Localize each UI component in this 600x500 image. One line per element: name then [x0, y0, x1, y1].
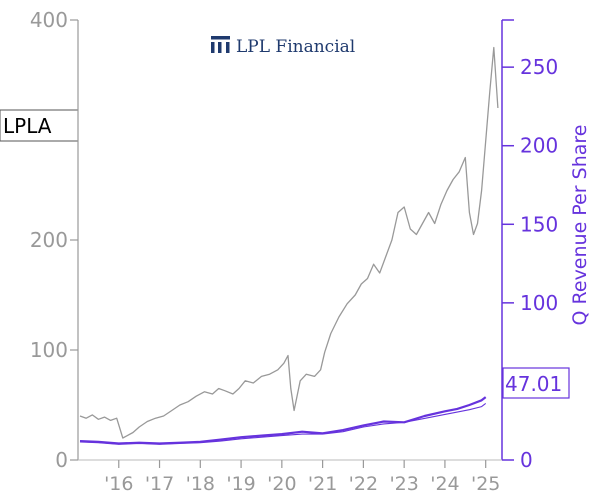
x-tick-label: '21 [308, 473, 337, 495]
series-line-1 [79, 396, 487, 445]
ticker-label: LPLA [3, 114, 52, 138]
right-tick-label: 200 [520, 134, 558, 158]
last-value-box: 47.01 [502, 367, 570, 399]
left-tick-label: 100 [30, 338, 68, 362]
x-tick-label: '19 [226, 473, 255, 495]
last-value-label: 47.01 [505, 372, 562, 396]
right-tick-label: 250 [520, 55, 558, 79]
x-tick-label: '23 [389, 473, 418, 495]
x-tick-label: '18 [186, 473, 215, 495]
logo-text: LPL Financial [236, 37, 355, 57]
series-layer [79, 46, 499, 445]
x-tick-label: '22 [349, 473, 378, 495]
right-tick-label: 100 [520, 291, 558, 315]
left-axis: 0 100 200 400 [30, 8, 79, 472]
x-tick-label: '17 [145, 473, 174, 495]
left-tick-label: 200 [30, 228, 68, 252]
logo: LPL Financial [211, 36, 355, 57]
x-tick-label: '25 [471, 473, 500, 495]
x-tick-label: '20 [267, 473, 296, 495]
left-tick-label: 400 [30, 8, 68, 32]
series-line-2 [79, 402, 487, 445]
right-tick-label: 150 [520, 212, 558, 236]
right-axis: 050100150200250 [501, 19, 558, 472]
x-axis: '16 '17 '18 '19 '20 '21 '22 '23 '24 '25 [78, 459, 502, 495]
x-tick-label: '16 [104, 473, 133, 495]
right-axis-label: Q Revenue Per Share [569, 125, 591, 326]
left-tick-label: 0 [55, 448, 68, 472]
lpl-logo-icon [211, 36, 230, 53]
x-tick-label: '24 [430, 473, 459, 495]
series-line-0 [79, 46, 499, 439]
ticker-box: LPLA [0, 109, 79, 142]
right-tick-label: 0 [520, 448, 533, 472]
